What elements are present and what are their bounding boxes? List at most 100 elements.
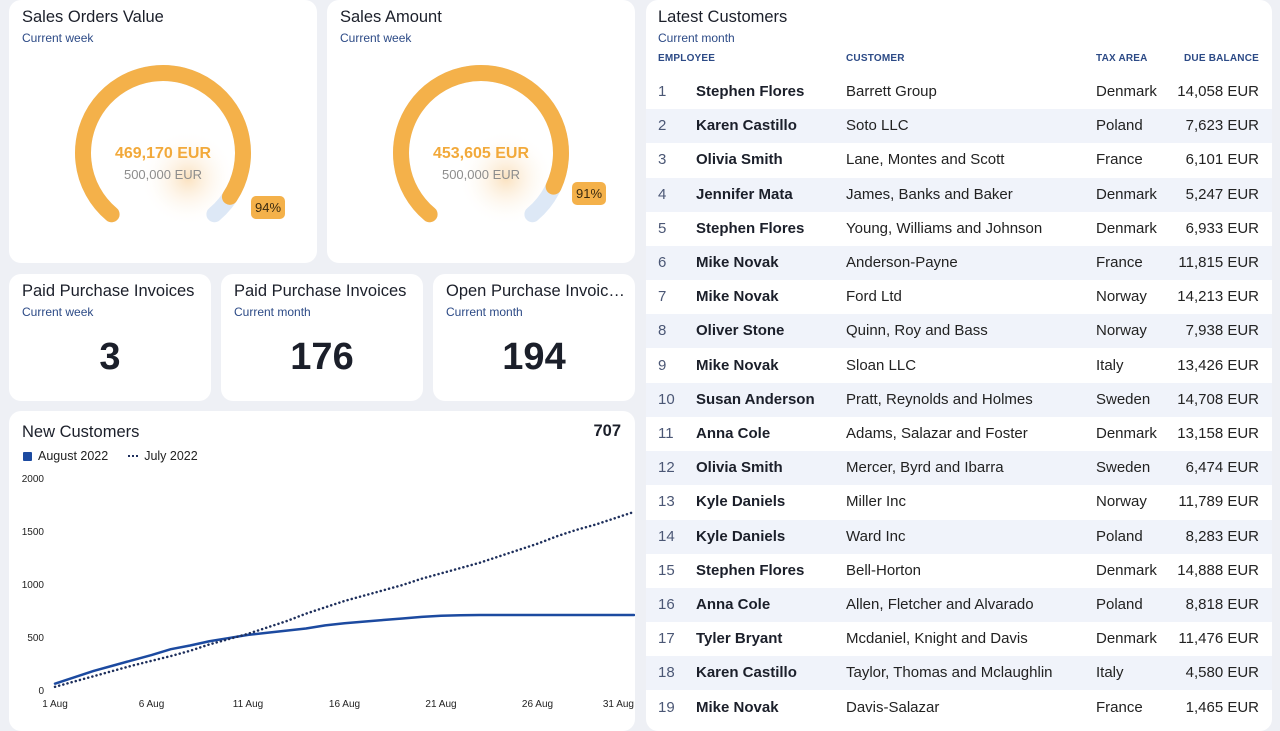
table-row[interactable]: 7 Mike Novak Ford Ltd Norway 14,213 EUR	[646, 280, 1272, 314]
x-tick-label: 21 Aug	[425, 699, 456, 710]
new-customers-card[interactable]: New Customers 707 August 2022 July 2022 …	[9, 411, 635, 731]
table-row[interactable]: 10 Susan Anderson Pratt, Reynolds and Holm…	[646, 382, 1272, 417]
row-number: 6	[658, 254, 667, 271]
customer-name: Ford Ltd	[846, 288, 902, 306]
tax-area: Italy	[1096, 664, 1124, 682]
row-number: 7	[658, 288, 667, 306]
header-due-balance[interactable]: DUE BALANCE	[1184, 53, 1259, 64]
table-row[interactable]: 14 Kyle Daniels Ward Inc Poland 8,283 EUR	[646, 519, 1272, 554]
customer-name: Soto LLC	[846, 117, 909, 135]
due-balance: 13,158 EUR	[1177, 425, 1259, 442]
employee-name: Mike Novak	[696, 288, 779, 306]
tax-area: France	[1096, 698, 1143, 716]
header-tax-area[interactable]: TAX AREA	[1096, 53, 1148, 64]
row-number: 17	[658, 630, 675, 648]
y-tick-label: 0	[38, 686, 44, 697]
due-balance: 6,933 EUR	[1185, 219, 1259, 237]
due-balance: 11,815 EUR	[1178, 254, 1259, 271]
due-balance: 7,623 EUR	[1185, 117, 1259, 135]
table-row[interactable]: 5 Stephen Flores Young, Williams and Johns…	[646, 212, 1272, 246]
customer-name: Pratt, Reynolds and Holmes	[846, 390, 1033, 408]
paid-purchase-invoices-week-card[interactable]: Paid Purchase Invoices Current week 3	[9, 274, 211, 401]
tax-area: Denmark	[1096, 83, 1157, 100]
kpi-value: 176	[290, 336, 354, 378]
employee-name: Stephen Flores	[696, 83, 805, 100]
table-row[interactable]: 15 Stephen Flores Bell-Horton Denmark 14,888…	[646, 554, 1272, 588]
new-customers-total: 707	[593, 422, 621, 440]
due-balance: 7,938 EUR	[1185, 322, 1259, 340]
y-tick-label: 1500	[22, 527, 45, 538]
sales-amount-card[interactable]: Sales Amount Current week 453,605 EUR 50…	[327, 0, 635, 263]
employee-name: Tyler Bryant	[696, 630, 783, 648]
table-row[interactable]: 3 Olivia Smith Lane, Montes and Scott Franc…	[646, 143, 1272, 177]
row-number: 4	[658, 185, 667, 203]
table-row[interactable]: 9 Mike Novak Sloan LLC Italy 13,426 EUR	[646, 349, 1272, 383]
customer-name: Sloan LLC	[846, 356, 917, 374]
table-row[interactable]: 1 Stephen Flores Barrett Group Denmark 14,05…	[646, 75, 1272, 109]
employee-name: Anna Cole	[696, 425, 771, 442]
header-employee[interactable]: EMPLOYEE	[658, 53, 716, 64]
card-title: Sales Amount	[340, 8, 442, 26]
tax-area: Norway	[1096, 493, 1147, 511]
kpi-value: 194	[502, 336, 566, 378]
customer-name: Taylor, Thomas and Mclaughlin	[846, 664, 1053, 682]
employee-name: Olivia Smith	[696, 459, 783, 477]
series-line-july-2022	[53, 510, 635, 689]
tax-area: Denmark	[1096, 219, 1157, 237]
x-tick-label: 1 Aug	[42, 699, 68, 710]
table-row[interactable]: 6 Mike Novak Anderson-Payne France 11,815 EU…	[646, 246, 1272, 280]
table-row[interactable]: 13 Kyle Daniels Miller Inc Norway 11,789 EUR	[646, 485, 1272, 519]
row-number: 10	[658, 390, 675, 408]
tax-area: Denmark	[1096, 185, 1157, 203]
row-number: 12	[658, 459, 675, 477]
paid-purchase-invoices-month-card[interactable]: Paid Purchase Invoices Current month 176	[221, 274, 423, 401]
tax-area: Poland	[1096, 527, 1143, 545]
row-number: 9	[658, 356, 667, 374]
tax-area: France	[1096, 254, 1143, 271]
y-tick-label: 500	[27, 633, 44, 644]
due-balance: 8,283 EUR	[1185, 527, 1259, 545]
due-balance: 14,708 EUR	[1177, 390, 1259, 408]
latest-customers-card[interactable]: Latest Customers Current month EMPLOYEE …	[646, 0, 1272, 731]
y-tick-label: 2000	[22, 474, 45, 485]
row-number: 11	[658, 425, 674, 442]
employee-name: Susan Anderson	[696, 390, 815, 408]
employee-name: Jennifer Mata	[696, 185, 793, 203]
gauge-target: 500,000 EUR	[123, 167, 203, 182]
due-balance: 13,426 EUR	[1177, 356, 1259, 374]
table-row[interactable]: 11 Anna Cole Adams, Salazar and Foster Denm…	[646, 417, 1272, 451]
tax-area: Denmark	[1096, 630, 1157, 648]
legend-swatch-previous	[128, 455, 139, 457]
card-title: New Customers	[22, 423, 140, 441]
tax-area: Sweden	[1096, 459, 1151, 477]
sales-orders-value-card[interactable]: Sales Orders Value Current week 469,170 …	[9, 0, 317, 263]
table-row[interactable]: 18 Karen Castillo Taylor, Thomas and Mclau…	[646, 656, 1272, 691]
header-customer[interactable]: CUSTOMER	[846, 53, 905, 64]
gauge-glow	[458, 130, 554, 226]
customer-name: Anderson-Payne	[846, 254, 958, 271]
gauge-target: 500,000 EUR	[441, 167, 521, 182]
employee-name: Mike Novak	[696, 356, 779, 374]
table-row[interactable]: 19 Mike Novak Davis-Salazar France 1,465 EUR	[646, 691, 1272, 725]
employee-name: Kyle Daniels	[696, 527, 786, 545]
gauge-fill	[75, 65, 251, 223]
table-row[interactable]: 2 Karen Castillo Soto LLC Poland 7,623 EUR	[646, 109, 1272, 144]
card-subtitle: Current week	[22, 305, 94, 319]
table-row[interactable]: 4 Jennifer Mata James, Banks and Baker Denm…	[646, 177, 1272, 212]
customer-name: Lane, Montes and Scott	[846, 151, 1005, 169]
card-title: Latest Customers	[658, 8, 788, 26]
table-row[interactable]: 16 Anna Cole Allen, Fletcher and Alvarado P…	[646, 588, 1272, 622]
due-balance: 11,476 EUR	[1178, 630, 1259, 648]
table-row[interactable]: 12 Olivia Smith Mercer, Byrd and Ibarra Swe…	[646, 451, 1272, 486]
due-balance: 14,213 EUR	[1177, 288, 1259, 306]
table-row[interactable]: 17 Tyler Bryant Mcdaniel, Knight and Davis…	[646, 622, 1272, 656]
x-tick-label: 16 Aug	[329, 699, 360, 710]
due-balance: 6,474 EUR	[1185, 459, 1259, 477]
tax-area: Denmark	[1096, 561, 1157, 579]
due-balance: 4,580 EUR	[1185, 664, 1259, 682]
gauge-value: 453,605 EUR	[432, 145, 530, 162]
customer-name: Quinn, Roy and Bass	[846, 322, 988, 340]
row-number: 1	[658, 83, 667, 100]
table-row[interactable]: 8 Oliver Stone Quinn, Roy and Bass Norway 7,…	[646, 314, 1272, 349]
open-purchase-invoices-card[interactable]: Open Purchase Invoic… Current month 194	[433, 274, 635, 401]
